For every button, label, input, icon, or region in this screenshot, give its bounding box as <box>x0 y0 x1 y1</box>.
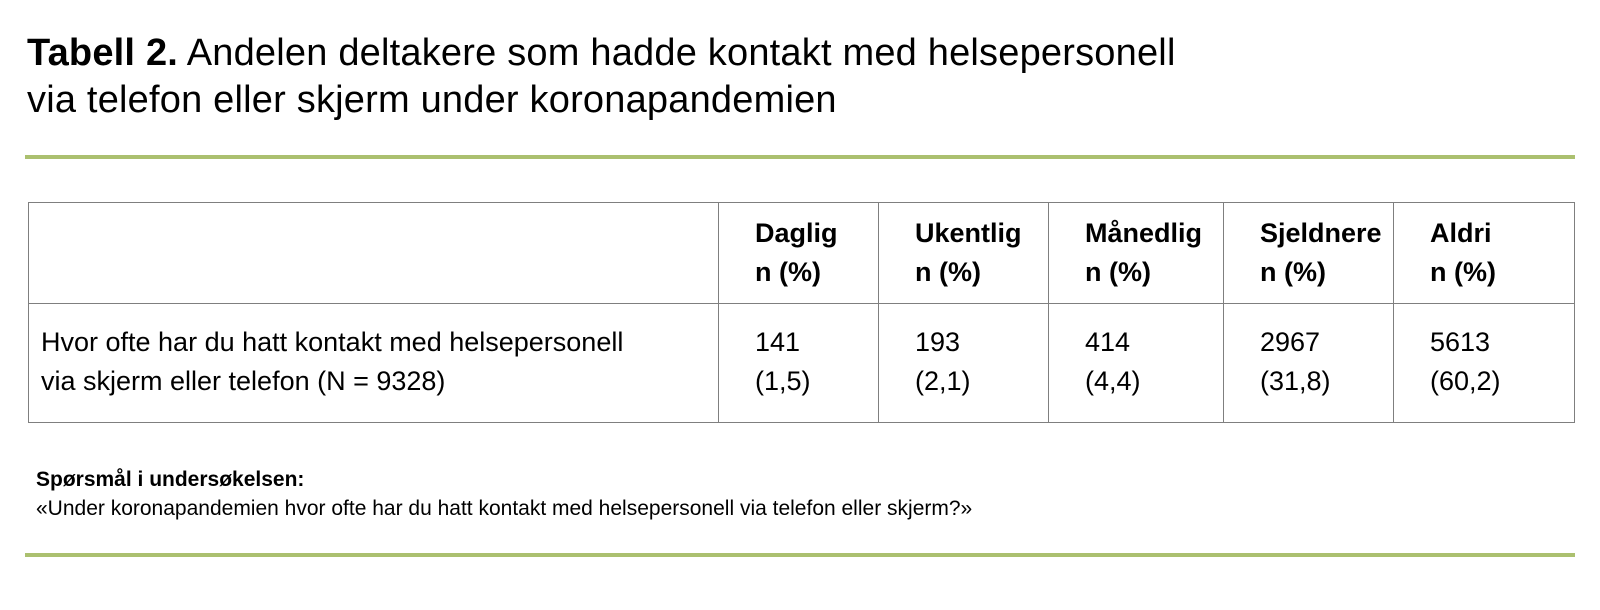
cell-percent: (60,2) <box>1430 366 1501 396</box>
row-label-line1: Hvor ofte har du hatt kontakt med helsep… <box>41 327 624 357</box>
data-table: Daglig n (%) Ukentlig n (%) Månedlig n (%) … <box>28 202 1575 423</box>
cell-count: 414 <box>1085 327 1131 357</box>
footnote-heading: Spørsmål i undersøkelsen: <box>36 468 305 491</box>
cell-count: 5613 <box>1430 327 1491 357</box>
column-header-aldri: Aldri n (%) <box>1393 202 1575 304</box>
cell-aldri: 5613 (60,2) <box>1393 303 1575 423</box>
figure-title-line2: via telefon eller skjerm under koronapan… <box>27 79 837 121</box>
column-unit: n (%) <box>1085 257 1151 287</box>
cell-percent: (4,4) <box>1085 366 1141 396</box>
column-header-sjeldnere: Sjeldnere n (%) <box>1223 202 1394 304</box>
column-label: Sjeldnere <box>1260 218 1382 248</box>
row-label: Hvor ofte har du hatt kontakt med helsep… <box>28 303 719 423</box>
figure-title: Tabell 2. Andelen deltakere som hadde ko… <box>27 30 1600 124</box>
column-unit: n (%) <box>1430 257 1496 287</box>
column-label: Ukentlig <box>915 218 1022 248</box>
cell-daglig: 141 (1,5) <box>718 303 879 423</box>
cell-count: 2967 <box>1260 327 1321 357</box>
column-header-daglig: Daglig n (%) <box>718 202 879 304</box>
cell-sjeldnere: 2967 (31,8) <box>1223 303 1394 423</box>
column-label: Aldri <box>1430 218 1492 248</box>
table-row: Hvor ofte har du hatt kontakt med helsep… <box>28 303 1575 423</box>
cell-count: 193 <box>915 327 961 357</box>
column-unit: n (%) <box>1260 257 1326 287</box>
cell-ukentlig: 193 (2,1) <box>878 303 1049 423</box>
column-unit: n (%) <box>915 257 981 287</box>
column-header-ukentlig: Ukentlig n (%) <box>878 202 1049 304</box>
top-divider <box>25 155 1575 159</box>
column-label: Månedlig <box>1085 218 1203 248</box>
cell-count: 141 <box>755 327 801 357</box>
footnote: Spørsmål i undersøkelsen: «Under koronap… <box>36 465 1600 523</box>
bottom-divider <box>25 553 1575 557</box>
cell-manedlig: 414 (4,4) <box>1048 303 1224 423</box>
figure-title-line1: Andelen deltakere som hadde kontakt med … <box>186 32 1176 74</box>
cell-percent: (1,5) <box>755 366 811 396</box>
column-header-manedlig: Månedlig n (%) <box>1048 202 1224 304</box>
table-header-row: Daglig n (%) Ukentlig n (%) Månedlig n (%) … <box>28 202 1575 304</box>
footnote-text: «Under koronapandemien hvor ofte har du … <box>36 497 973 520</box>
figure-title-label: Tabell 2. <box>27 32 179 74</box>
column-unit: n (%) <box>755 257 821 287</box>
column-label: Daglig <box>755 218 838 248</box>
cell-percent: (31,8) <box>1260 366 1331 396</box>
column-header-empty <box>28 202 719 304</box>
cell-percent: (2,1) <box>915 366 971 396</box>
row-label-line2: via skjerm eller telefon (N = 9328) <box>41 366 446 396</box>
